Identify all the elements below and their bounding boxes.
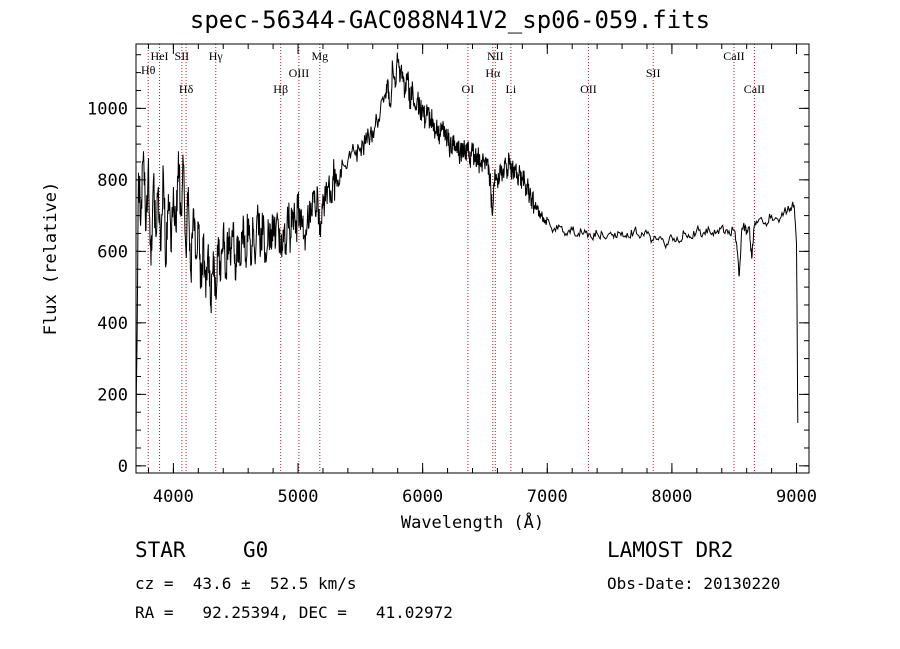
y-axis: 0 200 400 600 800 1000 [87,54,809,477]
line-marker-label: CaII [744,82,765,96]
line-marker-label: SII [646,66,661,80]
y-tick-label: 200 [97,385,128,405]
x-tick-label: 9000 [776,487,817,507]
x-tick-label: 7000 [527,487,568,507]
y-axis-label: Flux (relative) [41,182,61,336]
flux-line [135,52,799,452]
sky-coordinates: RA = 92.25394, DEC = 41.02972 [135,603,453,622]
line-marker-label: Mg [311,49,328,63]
x-tick-label: 8000 [651,487,692,507]
y-tick-label: 0 [118,457,128,477]
line-marker-label: NII [487,49,504,63]
y-tick-label: 400 [97,314,128,334]
chart-title: spec-56344-GAC088N41V2_sp06-059.fits [189,6,711,34]
line-marker-label: Hδ [179,82,194,96]
x-axis-label: Wavelength (Å) [401,511,544,533]
line-marker-label: Li [506,82,517,96]
x-axis: 4000 5000 6000 7000 8000 9000 [147,44,817,507]
line-marker-label: OI [462,82,475,96]
spectral-line-markers [147,44,755,473]
line-marker-label: HeI [151,49,169,63]
flux-series [135,52,799,452]
x-tick-label: 5000 [278,487,319,507]
redshift-velocity: cz = 43.6 ± 52.5 km/s [135,574,357,593]
line-marker-label: Hα [485,66,501,80]
object-class: STAR [135,538,186,562]
observation-date: Obs-Date: 20130220 [607,574,781,593]
line-marker-label: Hθ [141,63,156,77]
line-marker-label: SII [175,49,190,63]
line-marker-label: OII [580,82,597,96]
line-marker-label: Hβ [273,82,288,96]
y-tick-label: 1000 [87,99,128,119]
y-tick-label: 600 [97,242,128,262]
x-tick-label: 6000 [402,487,443,507]
survey-release: LAMOST DR2 [607,538,734,562]
line-marker-label: CaII [723,49,744,63]
line-marker-label: Hγ [209,49,224,63]
x-tick-label: 4000 [153,487,194,507]
line-marker-label: OIII [289,66,310,80]
y-tick-label: 800 [97,171,128,191]
object-subclass: G0 [243,538,269,562]
